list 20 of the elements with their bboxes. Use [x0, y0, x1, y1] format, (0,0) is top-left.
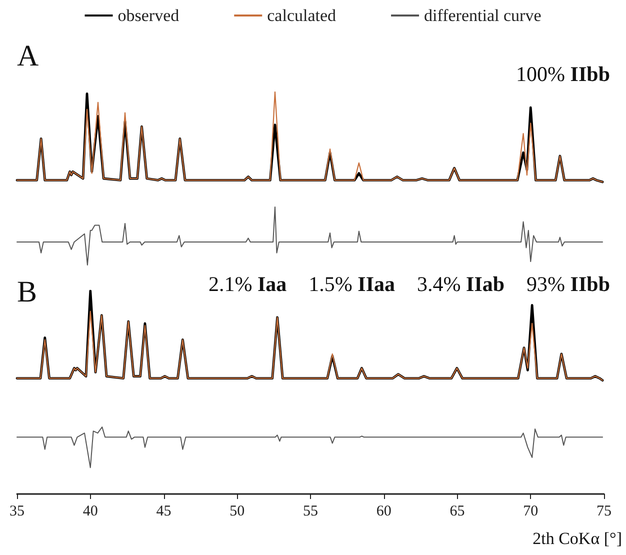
- annotation: 3.4% IIab: [417, 272, 505, 297]
- legend-label: observed: [118, 6, 180, 25]
- x-tick-label: 40: [82, 504, 98, 520]
- chart-title: B: [17, 276, 38, 308]
- annotation: 93% IIbb: [526, 272, 610, 297]
- x-tick-label: 45: [156, 504, 172, 520]
- x-tick-label: 50: [230, 504, 245, 520]
- chart-title: A: [17, 40, 39, 72]
- legend-label: differential curve: [424, 6, 542, 25]
- x-tick-label: 35: [10, 504, 24, 520]
- x-tick-label: 55: [303, 504, 318, 520]
- text: 100% IIbb: [516, 62, 610, 87]
- x-tick-label: 75: [596, 504, 612, 520]
- annotation: 2.1% Iaa: [208, 272, 287, 297]
- x-tick-label: 70: [523, 504, 538, 520]
- legend-label: calculated: [267, 6, 337, 25]
- annotation: 1.5% IIaa: [308, 272, 396, 297]
- x-tick-label: 65: [450, 504, 465, 520]
- x-tick-label: 60: [376, 504, 392, 520]
- x-axis-title: 2th CoKα [°]: [532, 529, 622, 548]
